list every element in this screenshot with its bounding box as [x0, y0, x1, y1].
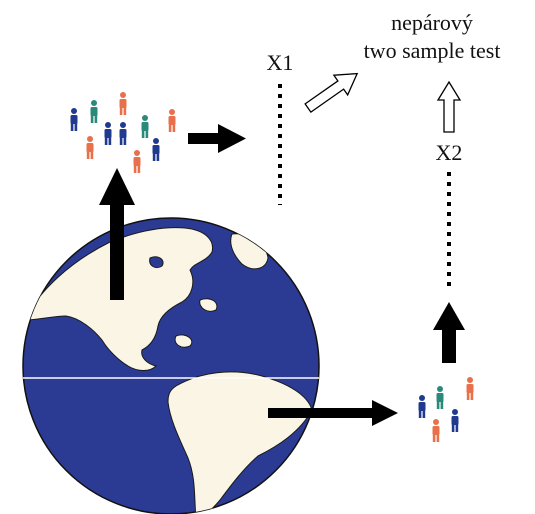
- title-line2: two sample test: [364, 38, 501, 63]
- title-line1: nepárový: [391, 10, 473, 35]
- globe-icon: [22, 217, 320, 514]
- up-arrow-globe-to-group1-icon: [99, 168, 135, 300]
- outline-arrow-x1-to-test-icon: [304, 72, 359, 114]
- person-icon: [466, 377, 474, 400]
- up-arrow-group2-to-x2-icon: [433, 302, 465, 363]
- person-icon: [86, 136, 94, 159]
- right-arrow-group1-to-x1-icon: [188, 124, 246, 153]
- sample-group1: [70, 92, 176, 173]
- person-icon: [451, 409, 459, 432]
- person-icon: [418, 395, 426, 418]
- sample2-label: X2: [436, 140, 463, 165]
- right-arrow-globe-to-group2-icon: [268, 400, 398, 426]
- person-icon: [432, 419, 440, 442]
- person-icon: [168, 109, 176, 132]
- sample1-label: X1: [267, 50, 294, 75]
- outline-arrow-x2-to-test-icon: [436, 80, 462, 133]
- person-icon: [119, 92, 127, 115]
- person-icon: [119, 122, 127, 145]
- person-icon: [104, 122, 112, 145]
- person-icon: [90, 100, 98, 123]
- person-icon: [141, 115, 149, 138]
- person-icon: [133, 150, 141, 173]
- sample-group2: [418, 377, 474, 442]
- person-icon: [152, 138, 160, 161]
- person-icon: [436, 386, 444, 409]
- person-icon: [70, 108, 78, 131]
